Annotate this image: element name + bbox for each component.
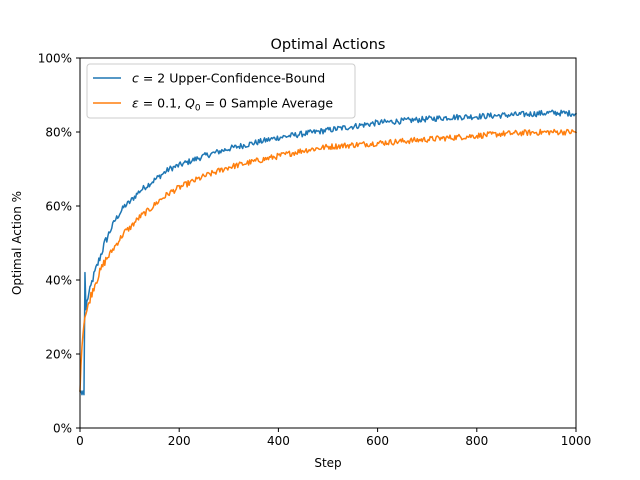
- x-tick-label: 400: [267, 434, 290, 448]
- series-line-greedy: [79, 128, 578, 392]
- y-axis-ticks: 0% 20% 40% 60% 80% 100%: [38, 52, 80, 436]
- x-tick-label: 0: [76, 434, 84, 448]
- legend-var-epsilon: ε: [132, 96, 139, 111]
- legend-box: [86, 63, 356, 119]
- legend-rest-a: = 0.1,: [139, 96, 185, 111]
- legend-sub-0: 0: [195, 104, 201, 114]
- x-axis-label: Step: [314, 456, 341, 470]
- series-line-ucb: [79, 109, 578, 396]
- series-layer: [79, 109, 578, 396]
- x-tick-label: 800: [465, 434, 488, 448]
- x-tick-label: 200: [168, 434, 191, 448]
- x-axis-ticks: 0 200 400 600 800 1000: [76, 428, 591, 448]
- legend-rest-b: = 0 Sample Average: [201, 96, 334, 111]
- chart-title: Optimal Actions: [271, 37, 386, 53]
- y-axis-label: Optimal Action %: [10, 191, 24, 295]
- legend-rest-ucb: = 2 Upper-Confidence-Bound: [139, 71, 325, 86]
- y-tick-label: 20%: [45, 348, 72, 362]
- y-tick-label: 0%: [53, 422, 72, 436]
- legend-label-greedy: ε = 0.1, Q0 = 0 Sample Average: [132, 96, 333, 114]
- legend-var-q: Q: [185, 96, 195, 111]
- x-tick-label: 600: [366, 434, 389, 448]
- y-tick-label: 40%: [45, 274, 72, 288]
- y-tick-label: 80%: [45, 126, 72, 140]
- legend: c = 2 Upper-Confidence-Bound ε = 0.1, Q0…: [86, 63, 356, 119]
- legend-var-c: c: [132, 71, 139, 86]
- x-tick-label: 1000: [561, 434, 592, 448]
- legend-label-ucb: c = 2 Upper-Confidence-Bound: [132, 71, 325, 86]
- y-tick-label: 100%: [38, 52, 72, 66]
- plot-frame: [79, 57, 577, 429]
- y-tick-label: 60%: [45, 200, 72, 214]
